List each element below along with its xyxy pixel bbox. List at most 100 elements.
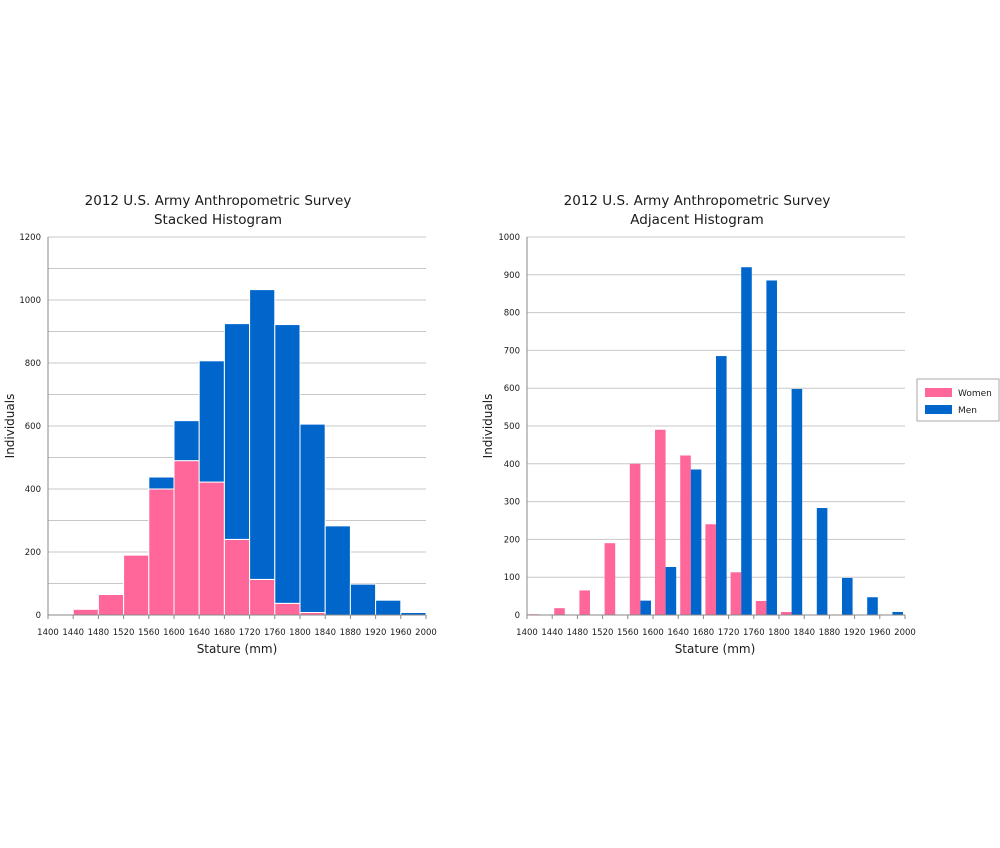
bar-men <box>173 420 200 462</box>
y-tick-label: 0 <box>515 611 520 621</box>
y-tick-label: 900 <box>504 271 520 281</box>
bar-women <box>755 601 767 615</box>
stacked-histogram-chart: 2012 U.S. Army Anthropometric Survey Sta… <box>3 193 437 656</box>
bar-women <box>705 524 716 615</box>
chart2-y-axis-label: Individuals <box>481 394 495 459</box>
adjacent-histogram-chart: 2012 U.S. Army Anthropometric Survey Adj… <box>481 193 1000 656</box>
bar-women <box>97 594 125 616</box>
chart2-title-line1: 2012 U.S. Army Anthropometric Survey <box>564 193 831 209</box>
x-tick-label: 1520 <box>592 628 614 638</box>
x-tick-label: 1800 <box>289 628 311 638</box>
bar-men <box>816 508 828 615</box>
chart1-x-axis-label: Stature (mm) <box>197 642 278 656</box>
y-tick-label: 1000 <box>19 296 41 306</box>
bar-men <box>766 280 777 615</box>
x-tick-label: 1440 <box>62 628 84 638</box>
x-tick-label: 1480 <box>567 628 589 638</box>
x-tick-label: 1720 <box>718 628 740 638</box>
x-tick-label: 1920 <box>844 628 866 638</box>
chart2-x-ticks: 1400 1440 1480 1520 1560 1600 1640 1680 1720 1760… <box>516 615 916 638</box>
bar-men <box>867 597 878 615</box>
chart1-bars <box>47 289 427 616</box>
y-tick-label: 800 <box>504 309 520 319</box>
y-tick-label: 1200 <box>19 233 41 243</box>
bar-women <box>249 578 276 616</box>
x-tick-label: 1840 <box>314 628 336 638</box>
bar-men <box>716 356 727 615</box>
x-tick-label: 1520 <box>113 628 135 638</box>
bar-men <box>198 360 225 483</box>
x-tick-label: 1440 <box>541 628 563 638</box>
x-tick-label: 1480 <box>88 628 110 638</box>
x-tick-label: 1600 <box>163 628 185 638</box>
y-tick-label: 300 <box>504 498 520 508</box>
legend-swatch-men <box>925 405 952 414</box>
bar-women <box>629 463 641 615</box>
bar-women <box>198 481 225 616</box>
bar-women <box>274 602 301 616</box>
y-tick-label: 400 <box>504 460 520 470</box>
chart2-legend: Women Men <box>916 378 1000 422</box>
bar-men <box>791 388 803 615</box>
y-tick-label: 600 <box>25 422 41 432</box>
y-tick-label: 800 <box>25 359 41 369</box>
bar-women <box>148 488 175 616</box>
y-tick-label: 200 <box>25 548 41 558</box>
bar-men <box>640 600 651 615</box>
y-tick-label: 400 <box>25 485 41 495</box>
x-tick-label: 1560 <box>138 628 160 638</box>
bar-men <box>148 476 175 490</box>
bar-women <box>173 460 200 616</box>
x-tick-label: 1960 <box>869 628 891 638</box>
x-tick-label: 1960 <box>390 628 412 638</box>
x-tick-label: 1720 <box>239 628 261 638</box>
chart2-bars <box>529 267 903 615</box>
x-tick-label: 1400 <box>516 628 538 638</box>
bar-men <box>249 289 276 580</box>
bar-women <box>554 608 565 615</box>
bar-men <box>324 525 351 616</box>
y-tick-label: 0 <box>36 611 41 621</box>
chart1-title-line1: 2012 U.S. Army Anthropometric Survey <box>85 193 352 209</box>
bar-women <box>604 543 616 615</box>
bar-women <box>680 455 691 615</box>
bar-men <box>274 324 301 604</box>
bar-men <box>665 566 677 615</box>
x-tick-label: 1920 <box>365 628 387 638</box>
x-tick-label: 1880 <box>340 628 362 638</box>
bar-women <box>223 538 251 616</box>
bar-women <box>579 590 590 615</box>
bar-women <box>72 608 99 616</box>
chart1-x-ticks: 1400 1440 1480 1520 1560 1600 1640 1680 1720 1760… <box>37 615 437 638</box>
y-tick-label: 700 <box>504 346 520 356</box>
x-tick-label: 1400 <box>37 628 59 638</box>
bar-women <box>123 554 150 616</box>
bar-women <box>781 611 792 615</box>
chart1-axes <box>47 237 426 616</box>
x-tick-label: 1760 <box>743 628 765 638</box>
bar-men <box>223 323 251 540</box>
x-tick-label: 1680 <box>693 628 715 638</box>
chart2-y-ticks: 0 100 200 300 400 500 600 700 800 900 1000 <box>498 233 520 621</box>
x-tick-label: 2000 <box>415 628 437 638</box>
y-tick-label: 600 <box>504 384 520 394</box>
y-tick-label: 500 <box>504 422 520 432</box>
legend-label-men: Men <box>958 406 977 416</box>
y-tick-label: 200 <box>504 535 520 545</box>
chart2-x-axis-label: Stature (mm) <box>675 642 756 656</box>
bar-men <box>842 577 853 615</box>
chart1-title-line2: Stacked Histogram <box>154 212 282 228</box>
legend-label-women: Women <box>958 389 992 399</box>
bar-men <box>349 583 377 616</box>
x-tick-label: 1600 <box>642 628 664 638</box>
chart1-y-ticks: 0 200 400 600 800 1000 1200 <box>19 233 41 621</box>
bar-women <box>730 572 742 615</box>
bar-men <box>892 611 903 615</box>
chart2-title-line2: Adjacent Histogram <box>630 212 764 228</box>
x-tick-label: 1560 <box>617 628 639 638</box>
x-tick-label: 1640 <box>667 628 689 638</box>
x-tick-label: 1800 <box>768 628 790 638</box>
bar-men <box>741 267 752 615</box>
x-tick-label: 2000 <box>894 628 916 638</box>
